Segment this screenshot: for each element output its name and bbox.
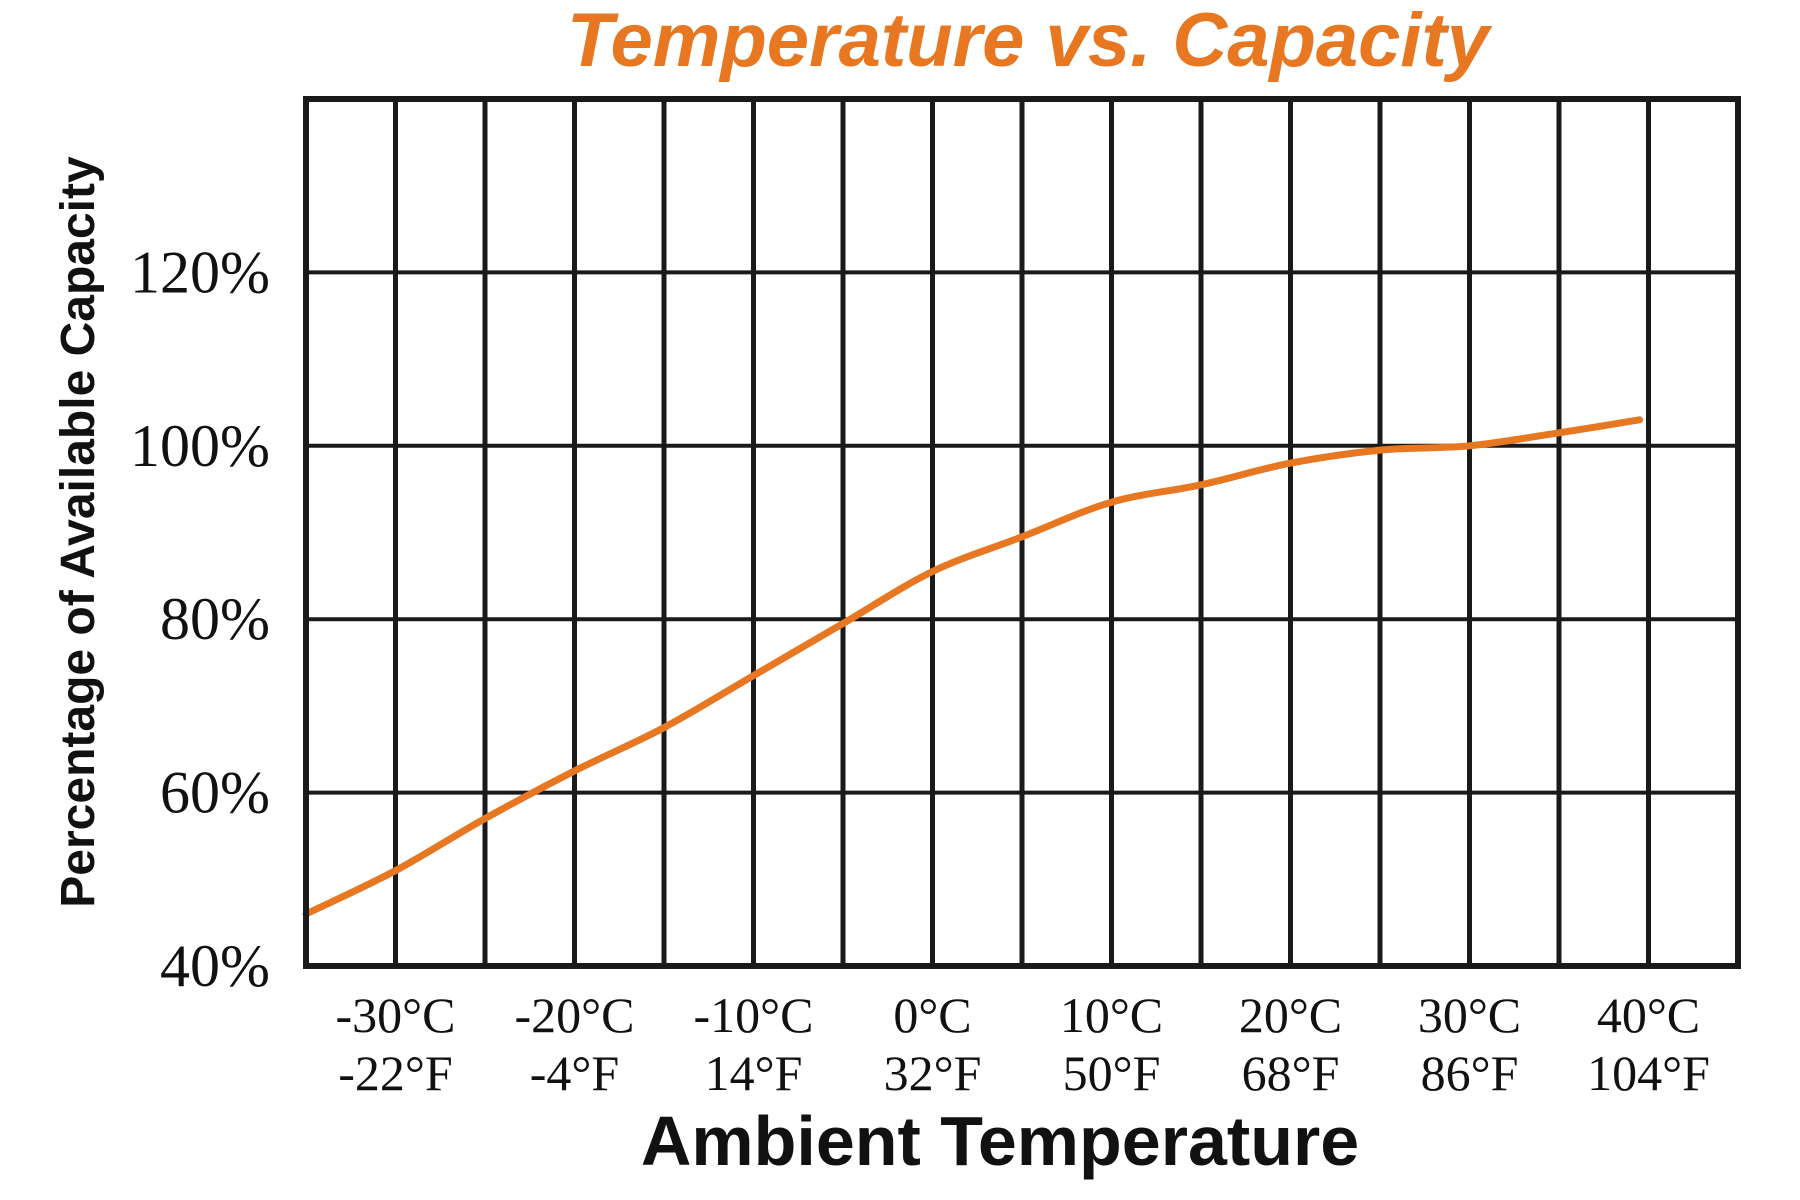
x-tick-label-celsius: 0°C <box>893 987 971 1043</box>
x-tick-label-fahrenheit: -4°F <box>530 1045 619 1101</box>
y-tick-label: 120% <box>130 239 270 305</box>
x-tick-label-celsius: 40°C <box>1597 987 1700 1043</box>
x-tick-label-celsius: 30°C <box>1418 987 1521 1043</box>
x-axis-label: Ambient Temperature <box>641 1102 1359 1180</box>
x-tick-label-fahrenheit: 14°F <box>705 1045 803 1101</box>
series-layer <box>302 416 1643 918</box>
series-line-0 <box>302 416 1643 918</box>
x-tick-label-fahrenheit: 86°F <box>1421 1045 1519 1101</box>
y-axis-label: Percentage of Available Capacity <box>52 156 105 908</box>
x-axis-ticks: -30°C-22°F -20°C-4°F -10°C14°F 0°C32°F 10°C5… <box>336 987 1710 1101</box>
chart-title: Temperature vs. Capacity <box>567 0 1493 83</box>
x-tick-label-celsius: -10°C <box>694 987 814 1043</box>
x-tick-label-celsius: 20°C <box>1239 987 1342 1043</box>
plot-frame <box>303 96 1741 969</box>
grid <box>306 99 1738 966</box>
x-tick-label-fahrenheit: 50°F <box>1063 1045 1161 1101</box>
x-tick-label-celsius: 10°C <box>1060 987 1163 1043</box>
y-tick-label: 80% <box>160 586 270 652</box>
x-tick-label-fahrenheit: 32°F <box>884 1045 982 1101</box>
y-axis-ticks: 40% 60% 80% 100% 120% <box>130 239 270 999</box>
x-tick-label-celsius: -20°C <box>515 987 635 1043</box>
y-tick-label: 100% <box>130 413 270 479</box>
x-tick-label-fahrenheit: 68°F <box>1242 1045 1340 1101</box>
y-tick-label: 60% <box>160 760 270 826</box>
x-tick-label-celsius: -30°C <box>336 987 456 1043</box>
y-tick-label: 40% <box>160 933 270 999</box>
x-tick-label-fahrenheit: 104°F <box>1587 1045 1710 1101</box>
x-tick-label-fahrenheit: -22°F <box>338 1045 452 1101</box>
